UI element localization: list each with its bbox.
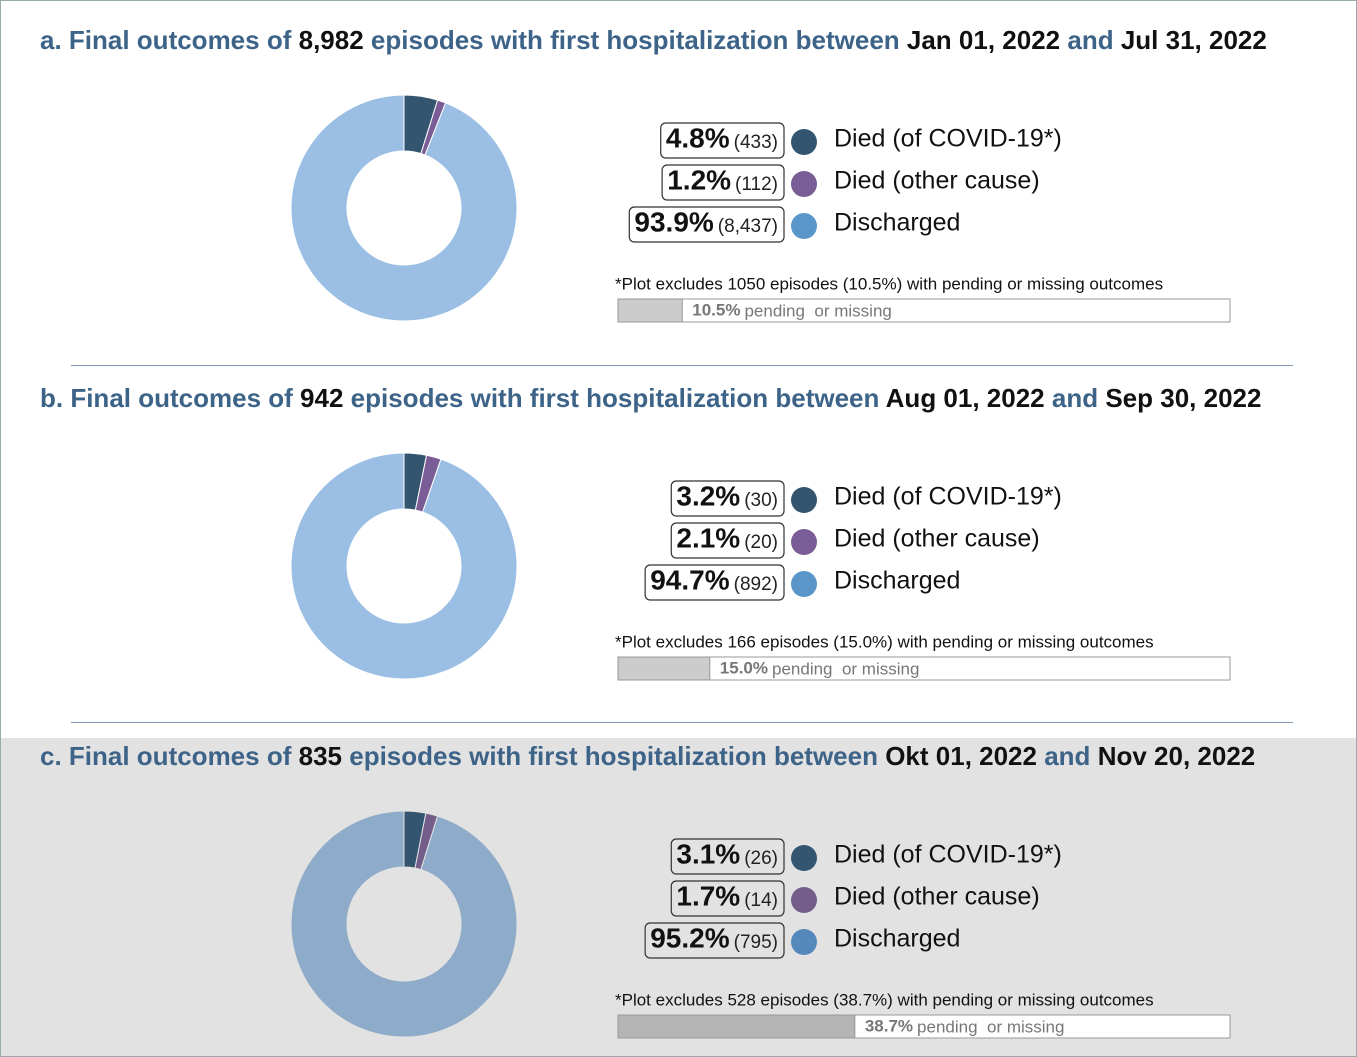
percent-label: 95.2% xyxy=(650,922,729,953)
legend-dot xyxy=(791,845,817,871)
title-part: Jul 31, 2022 xyxy=(1120,25,1267,55)
title-part: c. Final outcomes of xyxy=(40,741,292,771)
separator xyxy=(71,365,1293,366)
title-part: b. Final outcomes of xyxy=(40,383,293,413)
pending-text: pending or missing xyxy=(744,301,891,320)
pending-bar xyxy=(617,656,711,681)
panel: c. Final outcomes of 835 episodes with f… xyxy=(1,738,1356,1056)
pending-text: pending or missing xyxy=(917,1017,1064,1036)
percent-label: 93.9% xyxy=(634,206,713,237)
separator xyxy=(71,722,1293,723)
legend-dot xyxy=(791,529,817,555)
title-part: episodes with first hospitalization betw… xyxy=(370,25,900,55)
title-part: Jan 01, 2022 xyxy=(906,25,1061,55)
count-label: (26) xyxy=(744,848,778,869)
panel-chart: (30)3.2% Died (of COVID-19*) (20)2.1% Died … xyxy=(290,452,1231,681)
title-part: Nov 20, 2022 xyxy=(1097,741,1256,771)
legend-dot xyxy=(791,171,817,197)
count-label: (892) xyxy=(734,574,778,595)
legend-label: Died (of COVID-19*) xyxy=(834,125,1062,153)
title-part: 942 xyxy=(300,383,344,413)
legend-label: Died (other cause) xyxy=(834,525,1040,553)
note: *Plot excludes 528 episodes (38.7%) with… xyxy=(615,990,1154,1009)
title-part: and xyxy=(1044,741,1091,771)
percent-label: 94.7% xyxy=(650,564,729,595)
count-label: (112) xyxy=(735,174,778,195)
donut-slice xyxy=(290,810,518,1038)
legend-label: Died (other cause) xyxy=(834,167,1040,195)
legend-label: Discharged xyxy=(834,925,960,953)
title-part: episodes with first hospitalization betw… xyxy=(350,383,880,413)
note: *Plot excludes 1050 episodes (10.5%) wit… xyxy=(615,274,1163,293)
donut-slice xyxy=(290,94,518,322)
title-part: a. Final outcomes of xyxy=(40,25,292,55)
percent-label: 1.2% xyxy=(667,164,731,195)
title-part: episodes with first hospitalization betw… xyxy=(349,741,878,771)
pending-label: 38.7% xyxy=(865,1016,913,1035)
donut-slice xyxy=(290,452,518,680)
title-part: 8,982 xyxy=(298,25,364,55)
percent-label: 4.8% xyxy=(666,122,730,153)
pending-text: pending or missing xyxy=(772,659,919,678)
legend-dot xyxy=(791,213,817,239)
legend-box xyxy=(670,522,785,559)
percent-label: 3.2% xyxy=(676,480,740,511)
count-label: (433) xyxy=(734,132,778,153)
panel-title: c. Final outcomes of 835 episodes with f… xyxy=(40,740,1310,773)
title-part: Sep 30, 2022 xyxy=(1105,383,1262,413)
legend-box xyxy=(670,838,785,875)
legend-dot xyxy=(791,929,817,955)
panel: b. Final outcomes of 942 episodes with f… xyxy=(1,359,1356,717)
percent-label: 2.1% xyxy=(676,522,740,553)
panel-title: b. Final outcomes of 942 episodes with f… xyxy=(40,382,1310,415)
count-label: (20) xyxy=(744,532,778,553)
title-part: and xyxy=(1067,25,1114,55)
percent-label: 1.7% xyxy=(676,880,740,911)
legend-label: Discharged xyxy=(834,567,960,595)
count-label: (14) xyxy=(744,890,778,911)
pending-bar xyxy=(617,298,683,323)
legend-box xyxy=(661,164,785,201)
panel-title: a. Final outcomes of 8,982 episodes with… xyxy=(40,24,1310,57)
title-part: 835 xyxy=(298,741,342,771)
legend-label: Died (other cause) xyxy=(834,883,1040,911)
legend-dot xyxy=(791,887,817,913)
legend-label: Died (of COVID-19*) xyxy=(834,483,1062,511)
legend-dot xyxy=(791,129,817,155)
title-part: Okt 01, 2022 xyxy=(885,741,1037,771)
title-part: and xyxy=(1051,383,1099,413)
pending-label: 10.5% xyxy=(692,300,740,319)
legend-box xyxy=(628,206,785,243)
pending-bar xyxy=(617,1014,856,1039)
percent-label: 3.1% xyxy=(676,838,740,869)
legend-dot xyxy=(791,571,817,597)
title-part: Aug 01, 2022 xyxy=(885,383,1045,413)
legend-dot xyxy=(791,487,817,513)
legend-box xyxy=(660,122,785,159)
legend-box xyxy=(670,480,785,517)
note: *Plot excludes 166 episodes (15.0%) with… xyxy=(615,632,1154,651)
legend-label: Died (of COVID-19*) xyxy=(834,841,1062,869)
legend-box xyxy=(644,564,785,601)
count-label: (795) xyxy=(734,932,778,953)
count-label: (8,437) xyxy=(718,216,778,237)
legend-label: Discharged xyxy=(834,209,960,237)
panel-chart: (26)3.1% Died (of COVID-19*) (14)1.7% Died … xyxy=(290,810,1231,1039)
legend-box xyxy=(670,880,785,917)
panel: a. Final outcomes of 8,982 episodes with… xyxy=(1,1,1356,359)
panel-chart: (433)4.8% Died (of COVID-19*) (112)1.2% Die… xyxy=(290,94,1231,323)
pending-label: 15.0% xyxy=(720,658,768,677)
legend-box xyxy=(644,922,785,959)
count-label: (30) xyxy=(744,490,778,511)
